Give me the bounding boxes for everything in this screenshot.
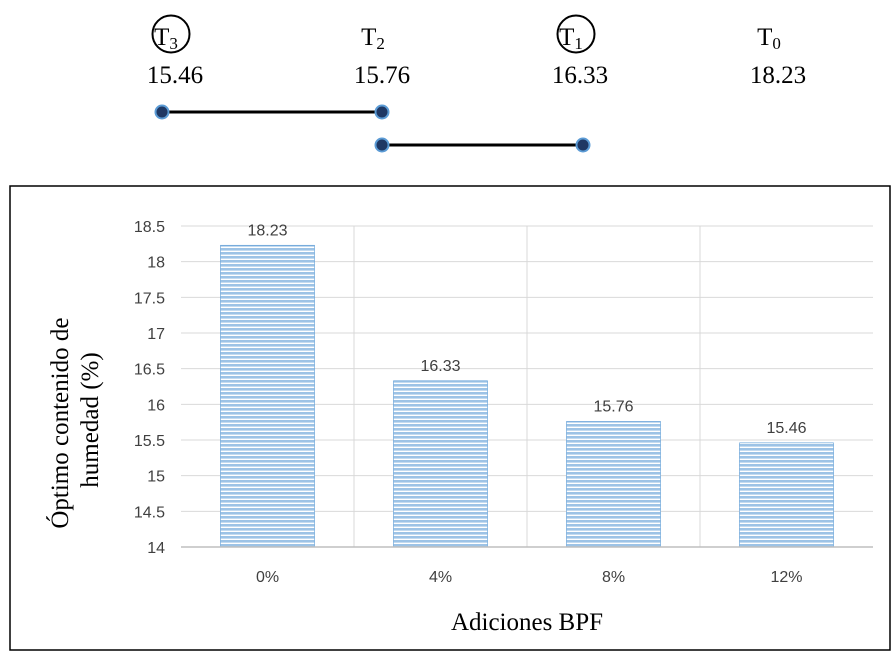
grouping-dot xyxy=(374,104,390,120)
x-tick-label: 12% xyxy=(770,569,802,586)
y-tick-label: 18.5 xyxy=(134,219,165,236)
treatment-value: 15.46 xyxy=(147,62,203,89)
x-axis-title: Adiciones BPF xyxy=(451,609,603,636)
bars xyxy=(220,244,834,548)
grouping-dot xyxy=(575,137,591,153)
treatment-label-letter: T xyxy=(559,24,574,51)
data-label: 18.23 xyxy=(247,222,287,239)
data-label: 15.46 xyxy=(766,420,806,437)
x-tick-label: 4% xyxy=(429,569,452,586)
y-tick-label: 17 xyxy=(147,326,165,343)
treatment-label: T0 xyxy=(757,24,781,53)
treatment-label-subscript: 2 xyxy=(376,34,385,53)
y-tick-label: 15 xyxy=(147,469,165,486)
y-axis-title-line-2: humedad (%) xyxy=(77,352,104,487)
bar xyxy=(220,244,315,548)
treatment-value: 16.33 xyxy=(552,62,608,89)
y-tick-labels: 14 14.5 15 15.5 16 16.5 17 17.5 18 18.5 xyxy=(134,219,165,557)
bar xyxy=(739,442,834,548)
x-tick-label: 0% xyxy=(256,569,279,586)
treatment-label-letter: T xyxy=(361,24,376,51)
y-tick-label: 15.5 xyxy=(134,433,165,450)
x-tick-labels: 0% 4% 8% 12% xyxy=(256,569,803,586)
y-axis-title: Óptimo contenido de humedad (%) xyxy=(46,311,104,528)
y-tick-label: 18 xyxy=(147,255,165,272)
bar-chart: 14 14.5 15 15.5 16 16.5 17 17.5 18 18.5 18.23 16.3… xyxy=(46,219,873,636)
treatment-label: T2 xyxy=(361,24,385,53)
y-tick-label: 14.5 xyxy=(134,504,165,521)
bar xyxy=(393,380,488,548)
data-labels: 18.23 16.33 15.76 15.46 xyxy=(247,222,806,437)
treatment-label-letter: T xyxy=(154,24,169,51)
treatment-circle xyxy=(556,14,596,54)
treatment-label-subscript: 0 xyxy=(772,34,781,53)
y-tick-label: 16 xyxy=(147,397,165,414)
data-label: 16.33 xyxy=(420,358,460,375)
y-tick-label: 17.5 xyxy=(134,290,165,307)
treatment-label: T3 xyxy=(154,24,178,53)
treatment-value: 18.23 xyxy=(750,62,806,89)
grouping-dot xyxy=(374,137,390,153)
grouping-dot xyxy=(154,104,170,120)
y-axis-title-line-1: Óptimo contenido de xyxy=(46,318,74,529)
data-label: 15.76 xyxy=(593,398,633,415)
treatment-label-letter: T xyxy=(757,24,772,51)
treatment-label-subscript: 3 xyxy=(169,34,178,53)
bar xyxy=(566,421,661,548)
treatment-label-subscript: 1 xyxy=(574,34,583,53)
treatment-value: 15.76 xyxy=(354,62,410,89)
x-tick-label: 8% xyxy=(602,569,625,586)
treatment-circle xyxy=(151,14,191,54)
treatment-label: T1 xyxy=(559,24,583,53)
y-tick-label: 16.5 xyxy=(134,362,165,379)
y-tick-label: 14 xyxy=(147,540,165,557)
